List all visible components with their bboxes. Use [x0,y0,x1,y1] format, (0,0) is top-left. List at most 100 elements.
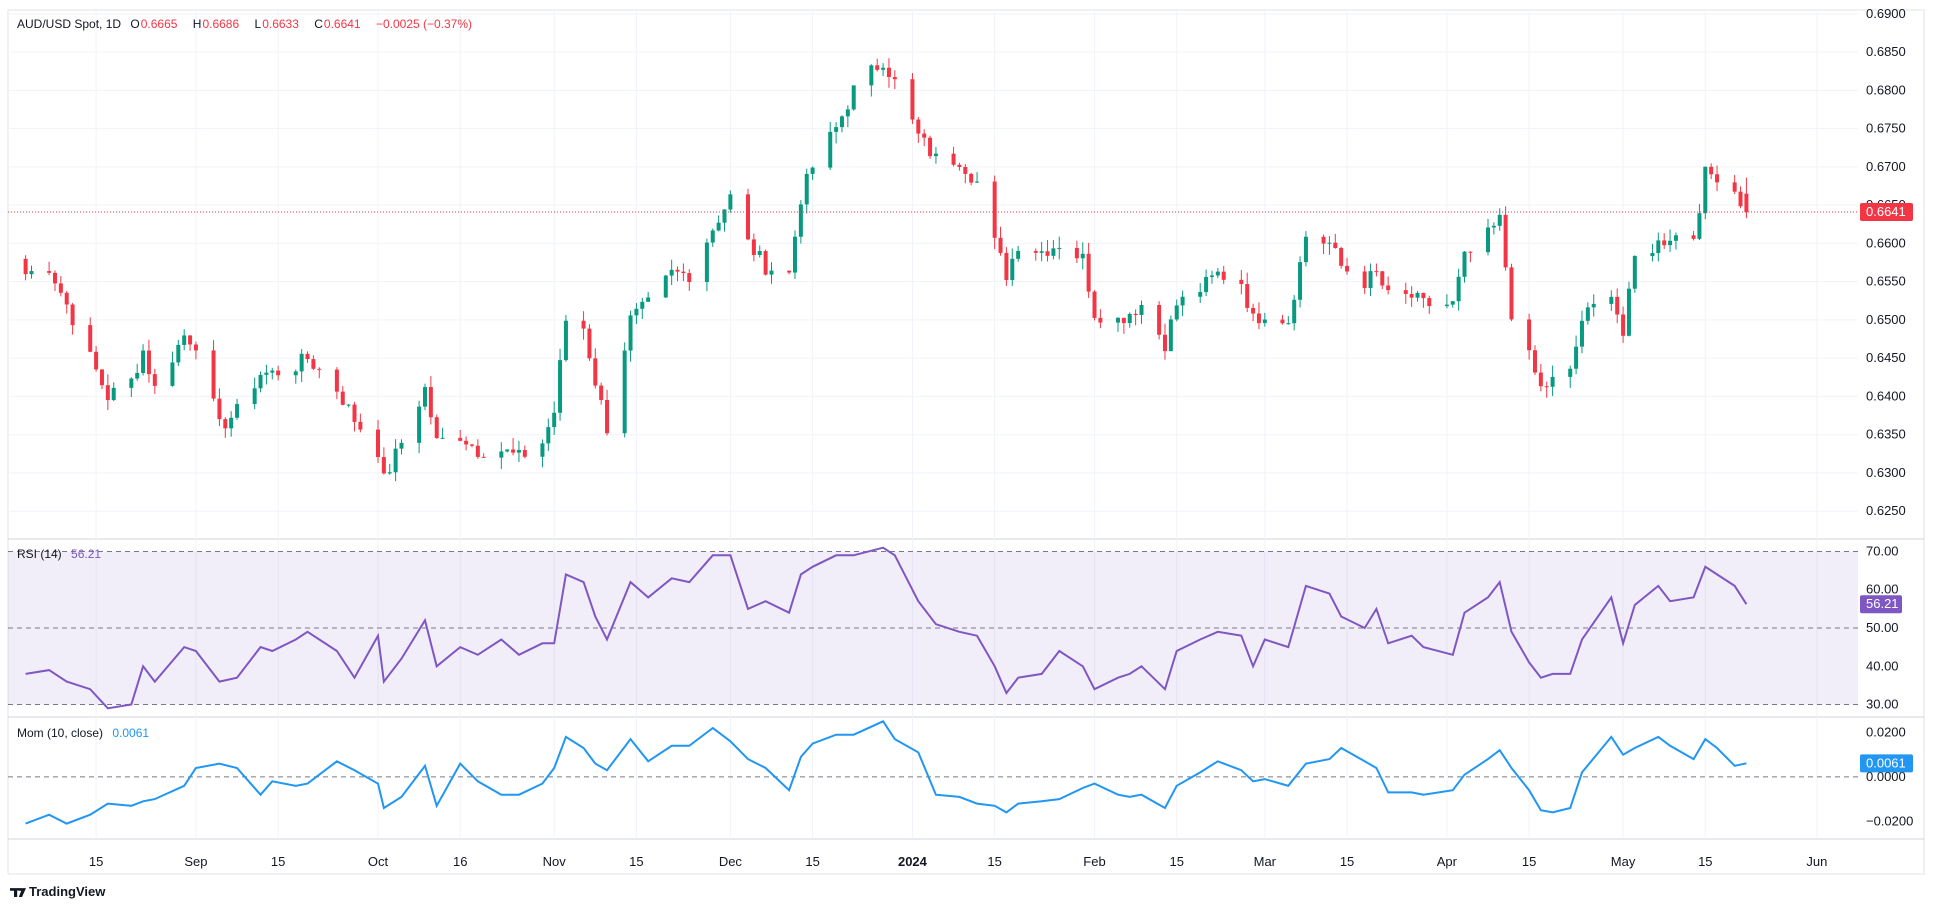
candle-body [951,153,956,165]
candle-body [1503,214,1508,268]
candle-body [223,419,228,429]
candle-body [146,350,151,375]
candle-body [1157,304,1162,335]
candle-body [188,335,193,345]
candle-body [346,404,351,406]
candle-body [1497,214,1502,226]
rsi-title[interactable]: RSI (14) [17,547,62,561]
x-tick-label: Apr [1437,854,1458,869]
candle-body [1116,317,1120,323]
candle-body [358,421,363,430]
candle-body [141,350,146,373]
candle-body [1744,193,1749,213]
candle-body [916,119,921,134]
candle-body [1127,313,1132,324]
candle-body [728,194,733,210]
candle-body [1368,271,1373,289]
x-tick-label: Mar [1254,854,1277,869]
candle-body [558,360,563,413]
candle-body [746,194,750,240]
candle-body [29,271,34,275]
candle-body [751,239,756,255]
candle-body [1080,253,1085,259]
candle-body [23,258,28,275]
candle-body [1321,236,1326,244]
candle-body [317,368,322,370]
price-tick-label: 0.6750 [1866,121,1906,136]
candle-body [1386,285,1391,291]
x-tick-label: 15 [1698,854,1712,869]
symbol-title[interactable]: AUD/USD Spot, 1D [17,17,122,31]
candle-body [922,133,927,138]
candle-body [593,358,598,386]
candle-body [399,442,404,449]
candles [8,58,1858,482]
last-price-tag [1860,203,1913,222]
candle-body [704,242,709,283]
price-tick-label: 0.6600 [1866,235,1906,250]
close-value: 0.6641 [323,17,361,31]
candle-body [1333,242,1338,249]
candle-body [1168,319,1173,352]
mom-tick-label: 0.0000 [1866,769,1906,784]
candle-body [387,472,392,474]
candle-body [675,269,680,272]
x-tick-label: 15 [1169,854,1183,869]
candle-body [276,370,281,376]
candle-body [1544,386,1549,388]
candle-body [1092,291,1097,318]
candle-body [352,404,357,422]
candle-body [428,387,433,418]
candle-body [581,320,586,329]
candle-body [792,236,797,273]
candle-body [828,131,833,168]
candle-body [769,270,774,275]
candle-body [1133,313,1138,316]
candle-body [1239,279,1244,285]
candle-body [810,167,815,174]
candle-body [1656,240,1661,254]
candle-body [1010,258,1015,280]
candle-body [839,116,844,128]
mom-title[interactable]: Mom (10, close) [17,726,104,740]
candle-body [628,315,633,351]
candle-body [1139,304,1144,316]
candle-body [1468,251,1473,253]
candle-body [663,275,668,298]
candle-body [886,67,891,78]
candle-body [1198,292,1203,297]
candle-body [963,167,968,174]
candle-body [1609,296,1614,304]
candle-body [1509,267,1514,320]
candle-body [1362,271,1367,289]
candle-body [99,369,104,386]
candle-body [1591,303,1596,308]
candle-body [1427,298,1432,307]
price-tick-label: 0.6700 [1866,159,1906,174]
candle-body [710,230,715,243]
candle-body [933,153,938,157]
candle-body [505,449,510,452]
candle-body [1121,317,1126,324]
rsi-legend: RSI (14) 56.21 [17,547,107,561]
candle-body [646,297,651,302]
candle-body [1703,166,1708,214]
x-tick-label: Feb [1083,854,1105,869]
x-tick-label: 15 [629,854,643,869]
open-value: 0.6665 [140,17,178,31]
candle-body [440,437,445,439]
candle-body [1444,304,1449,307]
candle-body [64,292,69,305]
x-tick-label: 15 [89,854,103,869]
candle-body [393,448,398,473]
candle-body [481,456,486,458]
candle-body [1057,247,1062,249]
candle-body [992,181,997,238]
tradingview-logo[interactable]: TradingView [10,884,105,899]
candle-body [1339,248,1344,266]
candle-body [722,209,727,223]
candle-body [264,372,269,375]
price-tick-label: 0.6850 [1866,44,1906,59]
mom-legend: Mom (10, close) 0.0061 [17,726,155,740]
